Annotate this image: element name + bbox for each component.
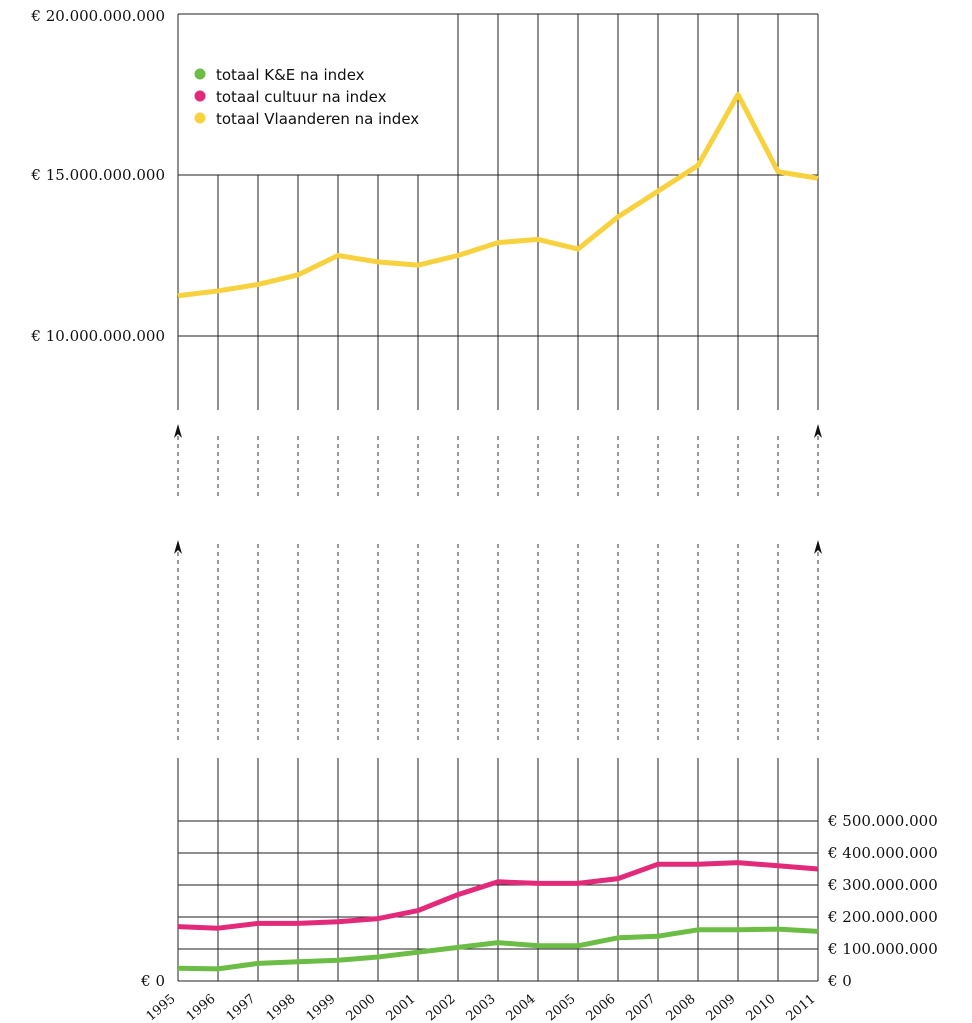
- x-tick-label: 2000: [344, 992, 379, 1023]
- x-tick-label: 1997: [224, 992, 259, 1023]
- x-tick-label: 2005: [544, 992, 579, 1023]
- x-tick-label: 2002: [424, 992, 459, 1023]
- x-tick-label: 1996: [184, 992, 219, 1023]
- legend: totaal K&E na index totaal cultuur na ind…: [194, 66, 419, 128]
- y-tick-label-upper: € 20.000.000.000: [30, 7, 165, 25]
- y-tick-label-lower: € 100.000.000: [827, 940, 938, 958]
- y-tick-label-upper: € 15.000.000.000: [30, 166, 165, 184]
- break-arrow-icon: [814, 424, 822, 438]
- series-line-cultuur: [177, 860, 819, 931]
- series-line-vlaanderen: [177, 92, 819, 299]
- x-tick-label: 1999: [304, 992, 339, 1023]
- x-tick-label: 2001: [384, 992, 419, 1023]
- axis-break: [174, 424, 822, 740]
- y-tick-label-lower-left: € 0: [140, 972, 165, 990]
- legend-label: totaal cultuur na index: [216, 88, 387, 106]
- legend-label: totaal Vlaanderen na index: [216, 110, 419, 128]
- legend-marker: [194, 90, 206, 102]
- legend-marker: [194, 68, 206, 80]
- grid: [177, 13, 819, 982]
- break-arrow-icon: [814, 540, 822, 554]
- series-line-ke: [177, 926, 819, 972]
- y-tick-label-lower: € 300.000.000: [827, 876, 938, 894]
- x-tick-label: 1998: [264, 992, 299, 1023]
- x-tick-label: 2006: [584, 992, 619, 1023]
- y-tick-label-lower: € 400.000.000: [827, 844, 938, 862]
- break-arrow-icon: [174, 540, 182, 554]
- x-tick-label: 2007: [624, 992, 659, 1023]
- x-tick-label: 2004: [504, 992, 539, 1023]
- x-tick-label: 1995: [144, 992, 179, 1023]
- y-tick-label-lower: € 200.000.000: [827, 908, 938, 926]
- series: [177, 92, 819, 972]
- y-tick-label-lower: € 500.000.000: [827, 812, 938, 830]
- x-tick-label: 2010: [744, 992, 779, 1023]
- x-tick-label: 2009: [704, 992, 739, 1023]
- x-tick-label: 2008: [664, 992, 699, 1023]
- break-arrow-icon: [174, 424, 182, 438]
- legend-marker: [194, 112, 206, 124]
- legend-label: totaal K&E na index: [216, 66, 365, 84]
- x-tick-label: 2003: [464, 992, 499, 1023]
- y-tick-label-upper: € 10.000.000.000: [30, 327, 165, 345]
- axis-labels: € 20.000.000.000 € 15.000.000.000 € 10.000…: [30, 7, 937, 1023]
- y-tick-label-lower: € 0: [827, 972, 852, 990]
- x-tick-label: 2011: [784, 992, 819, 1023]
